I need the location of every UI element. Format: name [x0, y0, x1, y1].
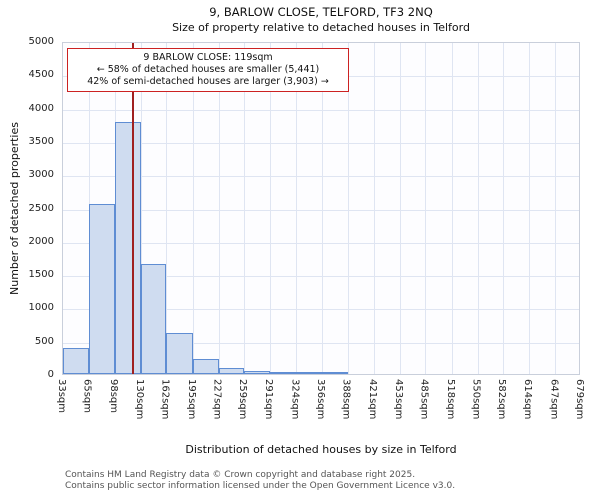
gridline-horizontal — [63, 109, 579, 111]
gridline-vertical — [477, 43, 479, 374]
histogram-bar — [218, 367, 245, 374]
x-tick-label: 388sqm — [340, 379, 352, 420]
y-tick-label: 500 — [34, 335, 54, 347]
gridline-vertical — [244, 43, 246, 374]
histogram-bar — [63, 348, 89, 374]
x-tick-label: 614sqm — [521, 379, 533, 420]
footer-attribution-line-2: Contains public sector information licen… — [65, 481, 456, 491]
gridline-vertical — [503, 43, 505, 374]
gridline-vertical — [528, 43, 530, 374]
x-tick-label: 485sqm — [418, 379, 430, 420]
gridline-vertical — [555, 43, 557, 374]
histogram-bar — [244, 371, 270, 374]
y-tick-label: 1000 — [28, 302, 54, 314]
x-tick-label: 291sqm — [262, 379, 274, 420]
x-tick-label: 162sqm — [159, 379, 171, 420]
gridline-vertical — [269, 43, 271, 374]
gridline-vertical — [425, 43, 427, 374]
x-tick-label: 98sqm — [108, 379, 120, 414]
x-tick-label: 324sqm — [289, 379, 301, 420]
gridline-vertical — [347, 43, 349, 374]
y-tick-label: 4500 — [28, 69, 54, 81]
x-tick-label: 227sqm — [211, 379, 223, 420]
gridline-vertical — [140, 43, 142, 374]
histogram-bar — [192, 359, 219, 374]
x-tick-label: 356sqm — [315, 379, 326, 420]
y-tick-label: 2000 — [28, 235, 54, 247]
y-tick-label: 0 — [47, 369, 54, 380]
gridline-horizontal — [63, 342, 579, 344]
gridline-vertical — [399, 43, 401, 374]
annotation-box: 9 BARLOW CLOSE: 119sqm ← 58% of detached… — [67, 48, 349, 92]
y-tick-label: 2500 — [28, 202, 54, 214]
gridline-vertical — [374, 43, 376, 374]
x-tick-label: 33sqm — [56, 379, 67, 414]
gridline-vertical — [322, 43, 323, 374]
x-tick-label: 550sqm — [470, 379, 482, 420]
histogram-bar — [88, 204, 116, 374]
histogram-bar — [322, 372, 348, 374]
gridline-horizontal — [63, 142, 579, 144]
gridline-vertical — [296, 43, 298, 374]
x-tick-label: 647sqm — [548, 379, 560, 420]
gridline-horizontal — [63, 176, 579, 178]
y-tick-label: 4000 — [28, 102, 54, 114]
histogram-bar — [115, 122, 141, 374]
plot-area: 9 BARLOW CLOSE: 119sqm ← 58% of detached… — [62, 42, 580, 375]
x-tick-label: 453sqm — [392, 379, 404, 420]
gridline-horizontal — [63, 242, 579, 244]
gridline-horizontal — [63, 276, 579, 278]
y-tick-label: 1500 — [28, 269, 54, 281]
y-tick-label: 3000 — [28, 169, 54, 181]
y-tick-label: 3500 — [28, 135, 54, 147]
x-tick-label: 679sqm — [574, 379, 585, 420]
x-tick-label: 518sqm — [444, 379, 456, 420]
histogram-bar — [296, 372, 322, 374]
chart-title: 9, BARLOW CLOSE, TELFORD, TF3 2NQ — [209, 5, 433, 19]
x-tick-label: 195sqm — [185, 379, 197, 420]
annotation-line-1: 9 BARLOW CLOSE: 119sqm — [143, 52, 273, 63]
gridline-horizontal — [63, 309, 579, 311]
x-tick-label: 421sqm — [367, 379, 379, 420]
histogram-bar — [140, 264, 167, 374]
gridline-horizontal — [63, 209, 579, 211]
chart-subtitle: Size of property relative to detached ho… — [172, 21, 470, 34]
gridline-vertical — [166, 43, 168, 374]
x-axis-label: Distribution of detached houses by size … — [185, 443, 457, 456]
histogram-bar — [269, 372, 297, 374]
gridline-vertical — [451, 43, 453, 374]
footer-attribution-line-1: Contains HM Land Registry data © Crown c… — [65, 470, 416, 480]
x-tick-label: 259sqm — [237, 379, 249, 420]
histogram-bar — [166, 333, 193, 374]
x-tick-label: 582sqm — [496, 379, 508, 420]
y-tick-label: 5000 — [28, 36, 54, 47]
annotation-line-3: 42% of semi-detached houses are larger (… — [87, 75, 329, 87]
gridline-vertical — [192, 43, 194, 374]
property-marker-line — [131, 43, 134, 374]
x-tick-label: 130sqm — [133, 379, 145, 420]
annotation-line-2: ← 58% of detached houses are smaller (5,… — [96, 63, 320, 75]
x-tick-label: 65sqm — [81, 379, 93, 414]
gridline-vertical — [218, 43, 220, 374]
